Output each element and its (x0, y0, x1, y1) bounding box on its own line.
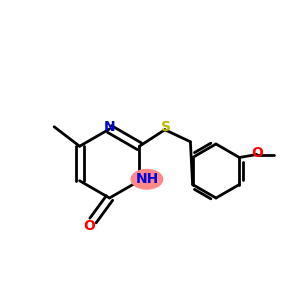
Ellipse shape (131, 169, 163, 189)
Text: O: O (83, 219, 95, 233)
Text: S: S (161, 120, 171, 134)
Text: NH: NH (135, 172, 158, 186)
Text: N: N (104, 120, 115, 134)
Text: O: O (252, 146, 264, 160)
